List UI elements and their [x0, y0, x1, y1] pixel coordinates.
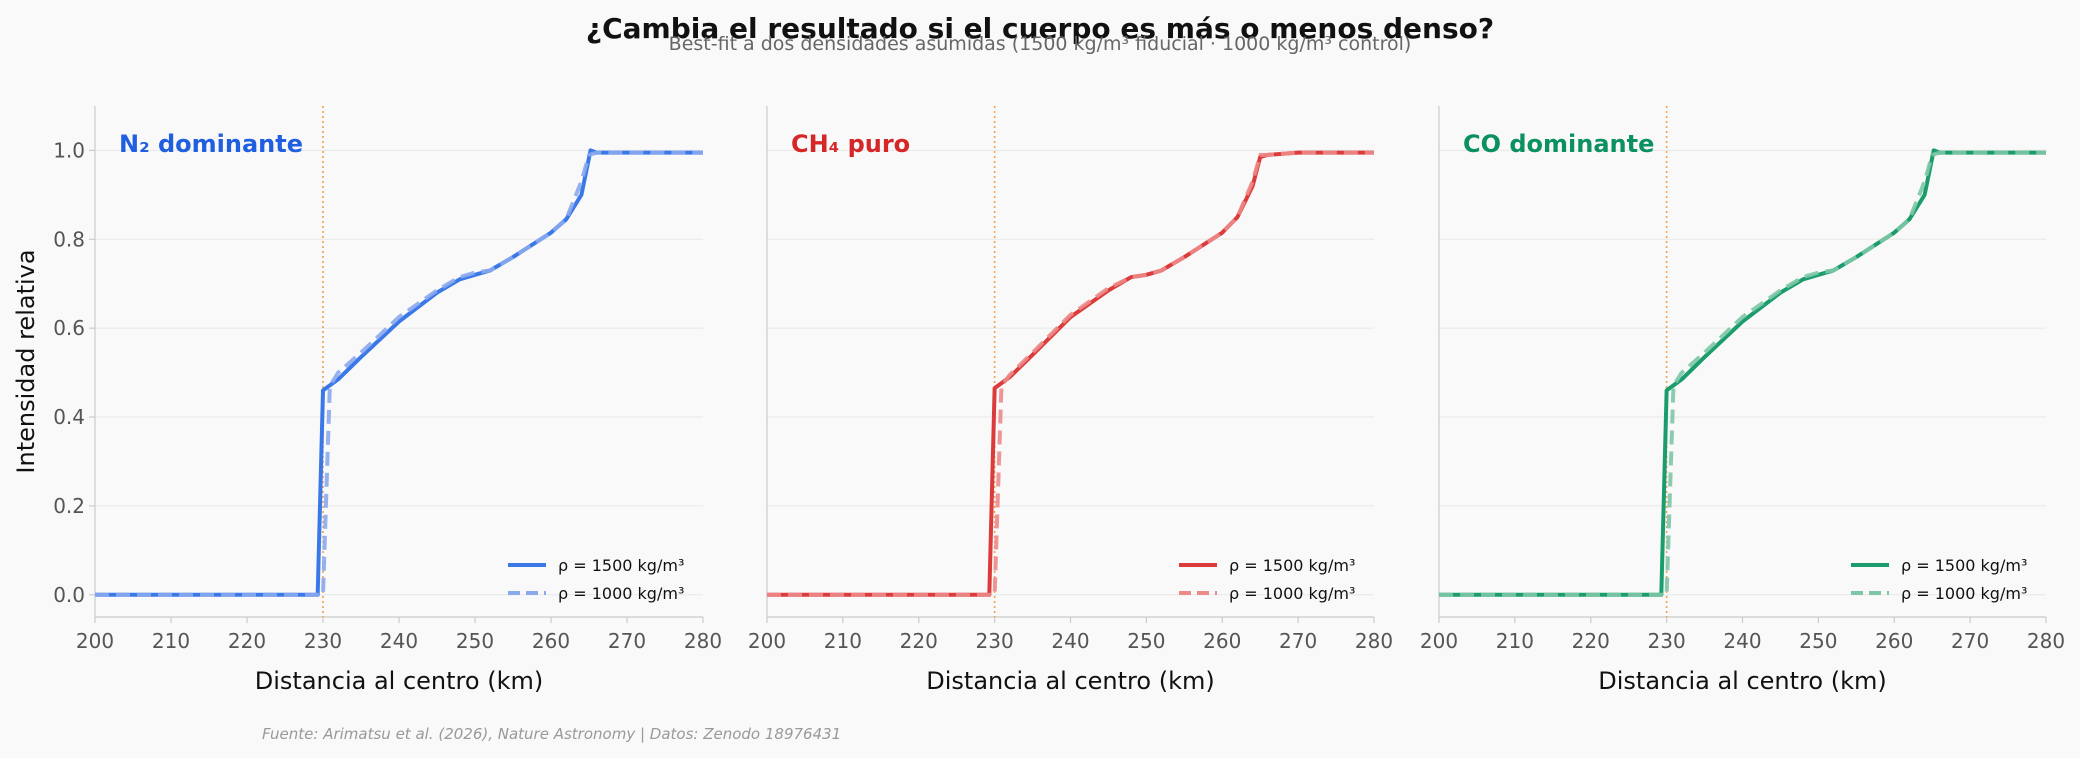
x-tick-label: 270 — [1279, 629, 1317, 653]
panel-title: CO dominante — [1463, 130, 1654, 158]
x-tick-label: 210 — [824, 629, 862, 653]
legend-label-rho-1500: ρ = 1500 kg/m³ — [1901, 556, 2027, 575]
figure-title: ¿Cambia el resultado si el cuerpo es más… — [586, 12, 1494, 45]
x-tick-label: 240 — [380, 629, 418, 653]
x-tick-label: 260 — [532, 629, 570, 653]
legend-label-rho-1000: ρ = 1000 kg/m³ — [558, 584, 684, 603]
y-tick-label: 0.4 — [53, 405, 85, 429]
x-axis-label: Distancia al centro (km) — [926, 667, 1214, 695]
x-tick-label: 260 — [1203, 629, 1241, 653]
x-tick-label: 200 — [748, 629, 786, 653]
x-tick-label: 200 — [76, 629, 114, 653]
x-tick-label: 270 — [608, 629, 646, 653]
x-tick-label: 220 — [900, 629, 938, 653]
legend: ρ = 1500 kg/m³ ρ = 1000 kg/m³ — [1851, 556, 2027, 603]
x-tick-label: 240 — [1723, 629, 1761, 653]
x-tick-label: 210 — [152, 629, 190, 653]
x-tick-label: 210 — [1496, 629, 1534, 653]
x-tick-label: 260 — [1875, 629, 1913, 653]
y-tick-label: 0.8 — [53, 227, 85, 251]
x-tick-label: 230 — [304, 629, 342, 653]
x-tick-label: 280 — [2027, 629, 2065, 653]
x-axis-label: Distancia al centro (km) — [1598, 667, 1886, 695]
panel-1: 200 210 220 230 240 250 260 270 280 0.0 0.2 0.4 0.6 0… — [12, 106, 722, 695]
series-line-rho-1500 — [767, 150, 1374, 597]
legend-label-rho-1500: ρ = 1500 kg/m³ — [1229, 556, 1355, 575]
panel-2: 200 210 220 230 240 250 260 270 280 CH₄ puro Dista… — [748, 106, 1393, 695]
series-line-rho-1500 — [1439, 148, 2046, 597]
legend: ρ = 1500 kg/m³ ρ = 1000 kg/m³ — [1179, 556, 1355, 603]
panel-title: N₂ dominante — [119, 130, 303, 158]
x-tick-label: 250 — [1127, 629, 1165, 653]
x-axis-label: Distancia al centro (km) — [255, 667, 543, 695]
y-tick-label: 0.0 — [53, 583, 85, 607]
series-line-rho-1000 — [1439, 150, 2046, 597]
y-tick-label: 0.6 — [53, 316, 85, 340]
legend-label-rho-1000: ρ = 1000 kg/m³ — [1901, 584, 2027, 603]
x-tick-label: 220 — [228, 629, 266, 653]
x-tick-label: 220 — [1572, 629, 1610, 653]
figure-subtitle: Best-fit a dos densidades asumidas (1500… — [669, 33, 1412, 55]
x-tick-label: 280 — [1355, 629, 1393, 653]
series-line-rho-1000 — [767, 150, 1374, 597]
x-tick-label: 230 — [1648, 629, 1686, 653]
x-tick-label: 280 — [684, 629, 722, 653]
x-tick-label: 270 — [1951, 629, 1989, 653]
y-tick-label: 1.0 — [53, 138, 85, 162]
panel-title: CH₄ puro — [791, 130, 910, 158]
x-tick-label: 240 — [1051, 629, 1089, 653]
x-tick-label: 230 — [976, 629, 1014, 653]
legend-label-rho-1500: ρ = 1500 kg/m³ — [558, 556, 684, 575]
y-tick-label: 0.2 — [53, 494, 85, 518]
series-line-rho-1500 — [95, 148, 703, 597]
panel-3: 200 210 220 230 240 250 260 270 280 CO dominante D… — [1420, 106, 2065, 695]
x-tick-label: 250 — [1799, 629, 1837, 653]
chart-panels: 200 210 220 230 240 250 260 270 280 0.0 0.2 0.4 0.6 0… — [12, 106, 2065, 695]
source-note: Fuente: Arimatsu et al. (2026), Nature A… — [262, 725, 841, 743]
y-axis-label: Intensidad relativa — [12, 249, 40, 473]
legend: ρ = 1500 kg/m³ ρ = 1000 kg/m³ — [508, 556, 684, 603]
x-tick-label: 200 — [1420, 629, 1458, 653]
x-tick-label: 250 — [456, 629, 494, 653]
series-line-rho-1000 — [95, 150, 703, 597]
legend-label-rho-1000: ρ = 1000 kg/m³ — [1229, 584, 1355, 603]
